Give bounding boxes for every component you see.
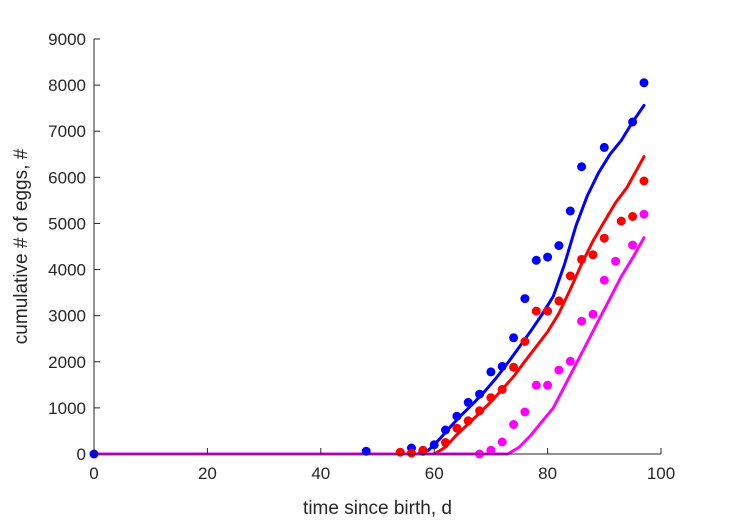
- series-0-point: [543, 252, 553, 262]
- y-tick-label: 6000: [48, 168, 86, 187]
- series-1-point: [497, 384, 507, 394]
- series-2-point: [588, 309, 598, 319]
- x-tick-label: 0: [89, 464, 98, 483]
- x-tick-label: 60: [425, 464, 444, 483]
- series-1-point: [599, 233, 609, 243]
- series-2-point: [497, 437, 507, 447]
- series-1-point: [407, 448, 416, 458]
- series-2-point: [554, 365, 564, 375]
- series-0-point: [429, 440, 439, 450]
- series-0-point: [509, 333, 519, 343]
- series-0-point: [475, 389, 485, 399]
- series-0-point: [599, 142, 609, 152]
- x-tick-label: 80: [538, 464, 557, 483]
- x-tick-label: 20: [198, 464, 217, 483]
- series-1-point: [452, 423, 462, 433]
- series-2-point: [543, 380, 553, 390]
- series-0-point: [452, 411, 462, 421]
- y-tick-label: 9000: [48, 30, 86, 49]
- axes: 0 20 40 60 80 1000100020003000400050006000700…: [48, 30, 675, 483]
- series-0-line: [92, 103, 646, 456]
- series-1-point: [395, 447, 405, 457]
- series-1-point: [565, 271, 575, 281]
- x-tick-label: 100: [647, 464, 675, 483]
- series-2-point: [565, 356, 575, 366]
- series-2-point: [486, 445, 496, 455]
- series-2-point: [628, 240, 638, 250]
- series-1-point: [639, 176, 649, 186]
- y-axis-label: cumulative # of eggs, #: [11, 148, 32, 344]
- series-1-point: [543, 306, 553, 316]
- y-tick-label: 1000: [48, 399, 86, 418]
- series-2-point: [599, 275, 609, 285]
- x-tick-label: 40: [311, 464, 330, 483]
- y-tick-label: 2000: [48, 353, 86, 372]
- series-1-line: [92, 155, 646, 456]
- y-tick-label: 5000: [48, 214, 86, 233]
- series-0-point: [497, 361, 507, 371]
- y-tick-label: 3000: [48, 307, 86, 326]
- y-tick-label: 0: [77, 445, 86, 464]
- series-1-point: [509, 362, 519, 372]
- series-0-point: [463, 397, 473, 407]
- series-1-point: [441, 438, 450, 447]
- series-1-point: [577, 254, 587, 264]
- series-0-point: [441, 425, 450, 435]
- series-0-point: [565, 206, 575, 216]
- series-points: [89, 78, 649, 459]
- series-2-point: [611, 256, 621, 266]
- x-axis-label: time since birth, d: [303, 498, 452, 519]
- series-2-point: [509, 420, 519, 429]
- series-1-point: [554, 296, 564, 306]
- series-2-point: [520, 407, 530, 417]
- series-1-point: [475, 406, 485, 416]
- series-1-point: [531, 306, 541, 316]
- series-lines: [92, 103, 646, 456]
- y-tick-label: 4000: [48, 261, 86, 280]
- y-tick-label: 7000: [48, 122, 86, 141]
- series-1-point: [588, 250, 598, 260]
- y-tick-label: 8000: [48, 76, 86, 95]
- series-0-point: [531, 255, 541, 265]
- series-0-point: [554, 241, 564, 251]
- series-2-line: [92, 236, 646, 456]
- series-1-point: [628, 212, 638, 221]
- series-0-point: [628, 117, 638, 127]
- series-2-point: [577, 316, 587, 326]
- series-1-point: [418, 445, 428, 455]
- series-0-point: [577, 162, 587, 172]
- series-1-point: [520, 337, 530, 346]
- series-1-point: [616, 216, 626, 226]
- series-2-point: [639, 209, 649, 219]
- series-0-point: [361, 446, 371, 456]
- series-0-point: [520, 294, 530, 304]
- series-0-point: [639, 78, 649, 88]
- series-1-point: [463, 416, 473, 426]
- series-1-point: [486, 393, 496, 403]
- series-2-point: [531, 380, 541, 390]
- series-0-point: [486, 367, 496, 377]
